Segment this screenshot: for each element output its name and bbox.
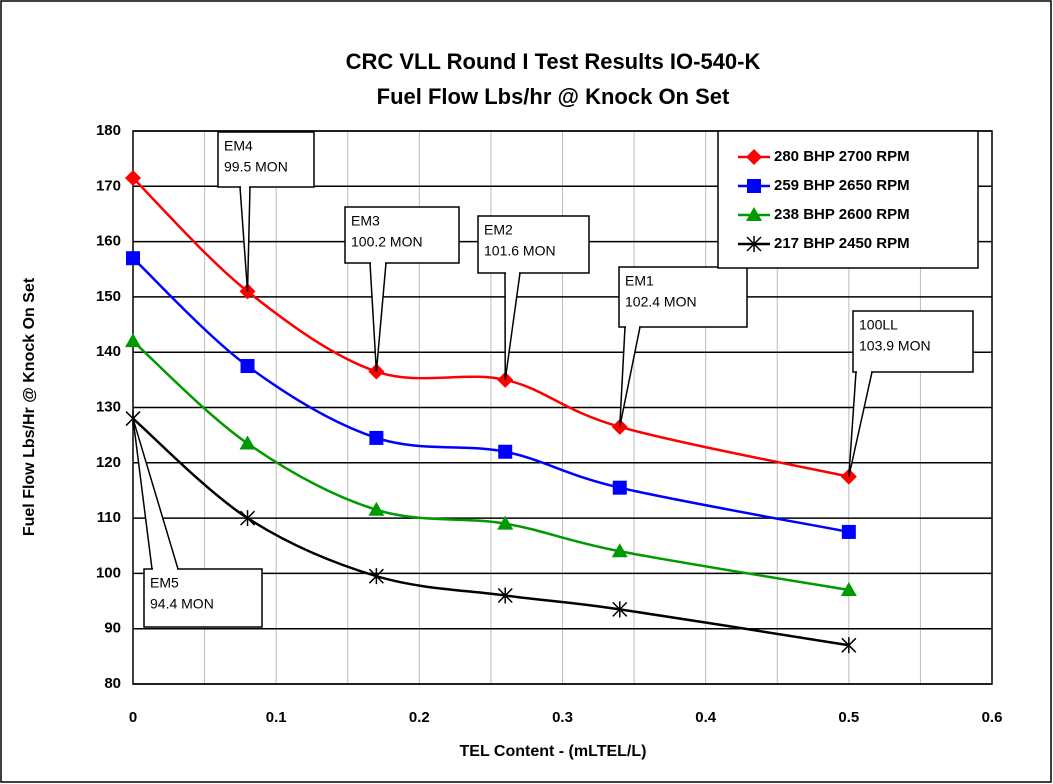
callout-box	[143, 568, 263, 628]
y-tick-label: 180	[96, 122, 121, 139]
marker	[368, 501, 385, 516]
x-tick-label: 0.2	[409, 709, 430, 726]
annotation-text: 101.6 MON	[484, 243, 556, 259]
annotation-text: 99.5 MON	[224, 159, 288, 175]
y-tick-label: 110	[97, 509, 121, 526]
marker	[840, 581, 857, 596]
y-tick-label: 80	[104, 675, 121, 692]
series-line	[132, 417, 850, 647]
marker	[497, 587, 513, 604]
callout-box	[852, 310, 974, 373]
y-tick-label: 150	[96, 288, 121, 305]
marker	[841, 637, 857, 654]
marker	[126, 251, 140, 266]
series-line	[132, 340, 850, 592]
marker	[841, 524, 856, 539]
annotation-text: EM1	[625, 273, 654, 289]
marker	[747, 179, 761, 193]
annotation-text: EM3	[351, 213, 380, 229]
y-axis-label: Fuel Flow Lbs/Hr @ Knock On Set	[21, 277, 38, 536]
y-tick-label: 100	[96, 564, 121, 581]
series-line	[132, 177, 850, 478]
marker	[125, 333, 141, 348]
series-line	[132, 257, 850, 534]
marker	[368, 568, 384, 585]
callout-box	[217, 131, 315, 188]
annotation-text: 103.9 MON	[859, 338, 931, 354]
x-tick-label: 0.3	[552, 709, 573, 726]
x-tick-label: 0.5	[838, 709, 859, 726]
annotation-text: 100LL	[859, 317, 898, 333]
callout-box	[344, 206, 460, 264]
y-tick-label: 160	[96, 233, 121, 250]
y-tick-label: 120	[96, 454, 121, 471]
annotation-text: EM2	[484, 222, 513, 238]
marker	[239, 435, 256, 450]
legend-label: 217 BHP 2450 RPM	[774, 235, 910, 252]
marker	[612, 601, 628, 618]
legend-label: 238 BHP 2600 RPM	[774, 206, 910, 223]
marker	[746, 207, 762, 221]
marker	[369, 430, 384, 445]
plot-border	[132, 130, 993, 685]
legend-label: 280 BHP 2700 RPM	[774, 148, 910, 165]
legend-label: 259 BHP 2650 RPM	[774, 177, 910, 194]
chart-subtitle: Fuel Flow Lbs/hr @ Knock On Set	[377, 84, 730, 109]
marker	[498, 444, 513, 459]
marker	[746, 149, 762, 165]
y-tick-label: 90	[104, 620, 121, 637]
x-tick-label: 0.6	[982, 709, 1003, 726]
callout-box	[618, 266, 748, 328]
marker	[125, 170, 141, 187]
callout-box	[477, 215, 590, 274]
marker	[612, 480, 627, 495]
x-tick-label: 0.4	[695, 709, 717, 726]
annotation-text: 102.4 MON	[625, 294, 697, 310]
x-tick-label: 0	[129, 709, 137, 726]
marker	[611, 543, 628, 558]
x-tick-label: 0.1	[266, 709, 287, 726]
annotation-text: EM5	[150, 575, 179, 591]
marker	[240, 359, 255, 374]
x-axis-label: TEL Content - (mLTEL/L)	[460, 743, 647, 760]
marker	[240, 510, 256, 527]
annotation-text: 94.4 MON	[150, 596, 214, 612]
marker	[497, 515, 514, 530]
annotation-text: 100.2 MON	[351, 234, 423, 250]
annotation-text: EM4	[224, 138, 253, 154]
y-tick-label: 170	[96, 177, 121, 194]
chart-title: CRC VLL Round I Test Results IO-540-K	[346, 49, 761, 74]
y-tick-label: 140	[96, 343, 121, 360]
marker	[746, 236, 762, 252]
y-tick-label: 130	[96, 398, 121, 415]
